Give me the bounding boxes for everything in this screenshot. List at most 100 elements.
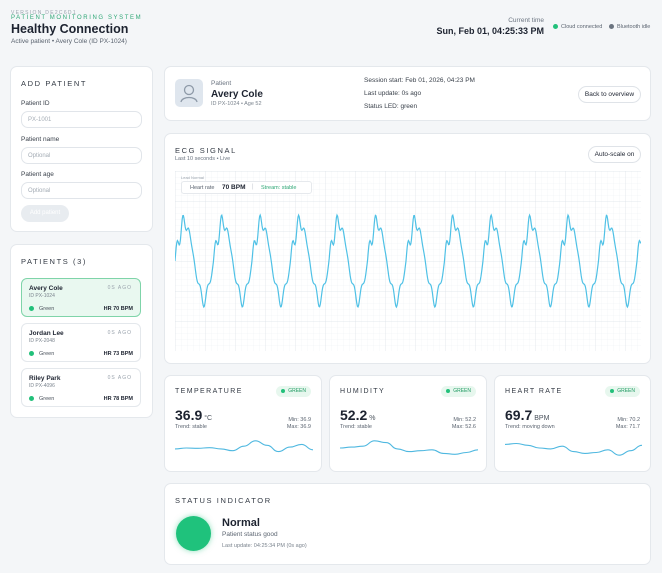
status-badge: GREEN — [441, 386, 476, 397]
temperature-max: Max: 36.9 — [286, 424, 311, 430]
list-item[interactable]: Riley Park ID PX-4096 0S AGO Green HR 78… — [21, 368, 141, 407]
patient-id-input[interactable]: PX-1001 — [21, 111, 142, 128]
temperature-min: Min: 36.9 — [288, 417, 311, 423]
patient-status-label: Green — [39, 351, 55, 357]
status-indicator-title: STATUS INDICATOR — [175, 496, 272, 505]
patient-status: Green — [29, 351, 54, 357]
humidity-unit: % — [369, 415, 376, 422]
bluetooth-status-label: Bluetooth idle — [617, 24, 651, 30]
humidity-min: Min: 52.2 — [453, 417, 476, 423]
last-update-label: Last update: — [364, 90, 400, 97]
status-dot-icon — [281, 388, 286, 393]
current-time-label: Current time — [508, 17, 544, 24]
temperature-number: 36.9 — [175, 407, 203, 423]
patient-id: ID PX-1024 — [29, 293, 55, 299]
status-dot-icon — [29, 351, 34, 357]
patient-age-label: Patient age — [21, 171, 54, 178]
patient-meta: ID PX-1024 • Age 52 — [211, 101, 262, 107]
status-state: Normal — [222, 517, 260, 529]
ecg-overlay: Heart rate 70 BPM | Stream: stable — [181, 181, 312, 194]
last-update-value: 0s ago — [401, 90, 422, 97]
humidity-trend: Trend: stable — [340, 424, 372, 430]
system-label: PATIENT MONITORING SYSTEM — [11, 15, 143, 21]
temperature-trend: Trend: stable — [175, 424, 207, 430]
ecg-chart — [175, 171, 641, 351]
patient-name: Avery Cole — [29, 285, 63, 292]
ecg-lead-label: Lead Normal — [181, 175, 204, 180]
patient-status-label: Green — [39, 306, 55, 312]
heart-rate-number: 69.7 — [505, 407, 533, 423]
heart-rate-max: Max: 71.7 — [615, 424, 640, 430]
session-start: Session start: Feb 01, 2026, 04:23 PM — [364, 77, 475, 84]
add-patient-card: ADD PATIENT Patient ID PX-1001 Patient n… — [10, 66, 153, 232]
patient-heart-rate: HR 70 BPM — [103, 306, 133, 312]
status-led: Status LED: green — [364, 103, 417, 110]
patient-name-label: Patient name — [21, 136, 60, 143]
humidity-title: HUMIDITY — [340, 388, 386, 395]
patient-name-heading: Avery Cole — [211, 89, 263, 100]
humidity-sparkline-line — [340, 440, 478, 455]
status-indicator-card: STATUS INDICATOR Normal Patient status g… — [164, 483, 651, 565]
status-dot-icon — [610, 388, 615, 393]
patient-name: Riley Park — [29, 375, 61, 382]
patient-label: Patient — [211, 80, 232, 87]
temperature-unit: °C — [204, 415, 213, 422]
heart-rate-card: HEART RATE GREEN 69.7 BPM Trend: moving d… — [494, 375, 651, 472]
patients-title: PATIENTS (3) — [21, 257, 88, 266]
humidity-max: Max: 52.6 — [451, 424, 476, 430]
ecg-waveform — [175, 213, 641, 309]
ecg-hr-value: 70 BPM — [222, 184, 246, 191]
ecg-grid — [175, 171, 641, 351]
add-patient-title: ADD PATIENT — [21, 79, 88, 88]
avatar — [175, 79, 203, 107]
badge-label: GREEN — [288, 388, 306, 394]
ecg-overlay-divider: | — [252, 184, 254, 190]
ecg-subtitle: Last 10 seconds • Live — [175, 156, 231, 162]
session-start-label: Session start: — [364, 77, 404, 84]
patient-age-input[interactable]: Optional — [21, 182, 142, 199]
temperature-card: TEMPERATURE GREEN 36.9 °C Trend: stable M… — [164, 375, 322, 472]
cloud-status-label: Cloud connected — [561, 24, 603, 30]
patient-last-seen: 0S AGO — [107, 330, 132, 336]
patient-id: ID PX-4096 — [29, 383, 55, 389]
ecg-hr-label: Heart rate — [190, 185, 215, 191]
bluetooth-status: Bluetooth idle — [609, 24, 650, 30]
patient-last-seen: 0S AGO — [107, 285, 132, 291]
temperature-sparkline — [175, 440, 313, 453]
add-patient-button[interactable]: Add patient — [21, 205, 69, 222]
patient-status: Green — [29, 306, 54, 312]
badge-label: GREEN — [617, 388, 635, 394]
current-time-value: Sun, Feb 01, 04:25:33 PM — [436, 26, 544, 36]
patient-name: Jordan Lee — [29, 330, 64, 337]
cloud-status: Cloud connected — [553, 24, 602, 30]
humidity-number: 52.2 — [340, 407, 368, 423]
humidity-sparkline — [340, 440, 478, 455]
humidity-value: 52.2% — [340, 407, 375, 423]
patient-id: ID PX-2048 — [29, 338, 55, 344]
status-description: Patient status good — [222, 531, 278, 538]
cloud-status-dot-icon — [553, 24, 558, 30]
patient-heart-rate: HR 78 BPM — [103, 396, 133, 402]
patient-header-card: Patient Avery Cole ID PX-1024 • Age 52 S… — [164, 66, 651, 121]
app-header: VERSION DE2C6D1 PATIENT MONITORING SYSTE… — [0, 0, 662, 56]
status-light-icon — [176, 516, 211, 551]
heart-rate-sparkline-line — [505, 442, 642, 456]
heart-rate-unit: BPM — [534, 415, 550, 422]
auto-scale-button[interactable]: Auto-scale on — [588, 146, 641, 163]
status-led-value: green — [400, 103, 418, 110]
patient-status: Green — [29, 396, 54, 402]
list-item[interactable]: Avery Cole ID PX-1024 0S AGO Green HR 70… — [21, 278, 141, 317]
status-dot-icon — [29, 396, 34, 402]
temperature-title: TEMPERATURE — [175, 388, 243, 395]
patient-id-label: Patient ID — [21, 100, 50, 107]
list-item[interactable]: Jordan Lee ID PX-2048 0S AGO Green HR 73… — [21, 323, 141, 362]
patient-name-input[interactable]: Optional — [21, 147, 142, 164]
ecg-title: ECG SIGNAL — [175, 146, 237, 155]
patient-last-seen: 0S AGO — [107, 375, 132, 381]
back-to-overview-button[interactable]: Back to overview — [578, 86, 641, 103]
temperature-sparkline-line — [175, 440, 313, 453]
humidity-card: HUMIDITY GREEN 52.2% Trend: stable Min: … — [329, 375, 487, 472]
patient-heart-rate: HR 73 BPM — [103, 351, 133, 357]
ecg-stream-status: Stream: stable — [261, 185, 297, 191]
bluetooth-status-dot-icon — [609, 24, 614, 30]
